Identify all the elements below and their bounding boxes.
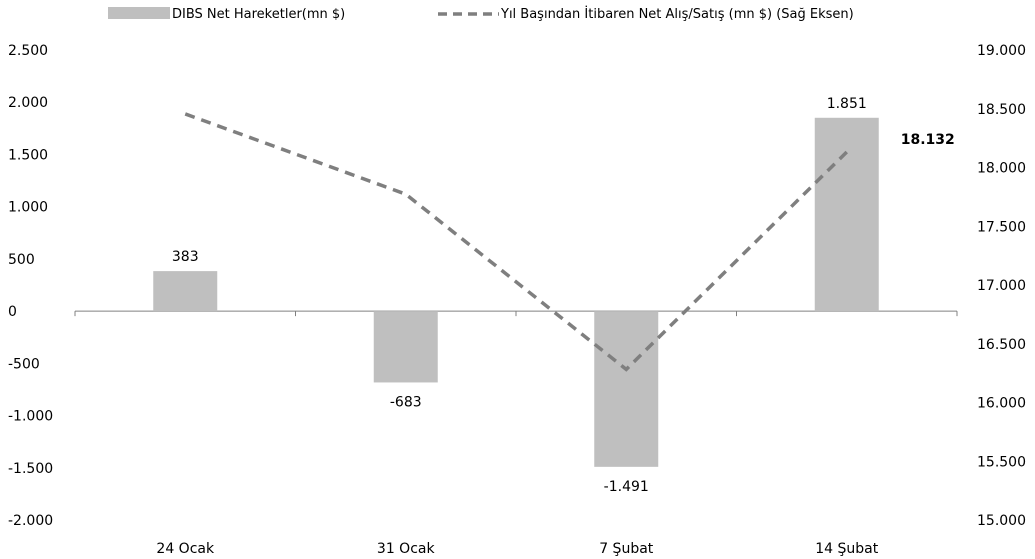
bar-data-labels: 383 -683 -1.491 1.851 [172, 96, 867, 495]
left-tick-label: 500 [8, 252, 35, 268]
bar-data-label: 383 [172, 249, 199, 265]
left-tick-label: -2.000 [8, 513, 53, 529]
right-tick-label: 17.500 [977, 219, 1026, 235]
bar-series [153, 117, 879, 467]
right-tick-label: 16.000 [977, 396, 1026, 412]
left-tick-label: -1.500 [8, 461, 53, 477]
line-series-path [184, 112, 848, 372]
right-tick-label: 17.000 [977, 278, 1026, 294]
left-tick-label: 2.000 [8, 95, 48, 111]
bar [153, 271, 218, 312]
legend-line-label: Yıl Başından İtibaren Net Alış/Satış (mn… [500, 6, 854, 22]
bar-data-label: -1.491 [604, 479, 649, 495]
legend-bar-label: DIBS Net Hareketler(mn $) [172, 7, 345, 22]
left-tick-label: 0 [8, 304, 17, 320]
category-label: 24 Ocak [156, 541, 215, 557]
right-axis-ticks: 19.000 18.500 18.000 17.500 17.000 16.500 16.0… [977, 43, 1026, 529]
left-tick-label: -500 [8, 356, 40, 372]
bar-data-label: -683 [390, 394, 422, 410]
x-axis [74, 310, 958, 317]
category-labels: 24 Ocak 31 Ocak 7 Şubat 14 Şubat [156, 541, 878, 557]
right-tick-label: 15.500 [977, 454, 1026, 470]
legend-bar-swatch [108, 7, 170, 19]
left-tick-label: 2.500 [8, 43, 48, 59]
left-axis-ticks: 2.500 2.000 1.500 1.000 500 0 -500 -1.000 -1.500… [8, 43, 53, 529]
right-tick-label: 15.000 [977, 513, 1026, 529]
category-label: 14 Şubat [815, 541, 878, 557]
left-tick-label: 1.500 [8, 147, 48, 163]
category-label: 31 Ocak [377, 541, 436, 557]
right-tick-label: 18.500 [977, 102, 1026, 118]
right-tick-label: 18.000 [977, 161, 1026, 177]
category-label: 7 Şubat [599, 541, 654, 557]
bar [373, 311, 438, 383]
left-tick-label: -1.000 [8, 409, 53, 425]
legend: DIBS Net Hareketler(mn $) Yıl Başından İ… [108, 6, 854, 22]
line-series: 18.132 [184, 112, 955, 372]
bar-data-label: 1.851 [827, 96, 867, 112]
right-tick-label: 16.500 [977, 337, 1026, 353]
bar [594, 311, 659, 467]
left-tick-label: 1.000 [8, 200, 48, 216]
line-last-value-label: 18.132 [901, 132, 955, 148]
right-tick-label: 19.000 [977, 43, 1026, 59]
bar [814, 117, 879, 312]
